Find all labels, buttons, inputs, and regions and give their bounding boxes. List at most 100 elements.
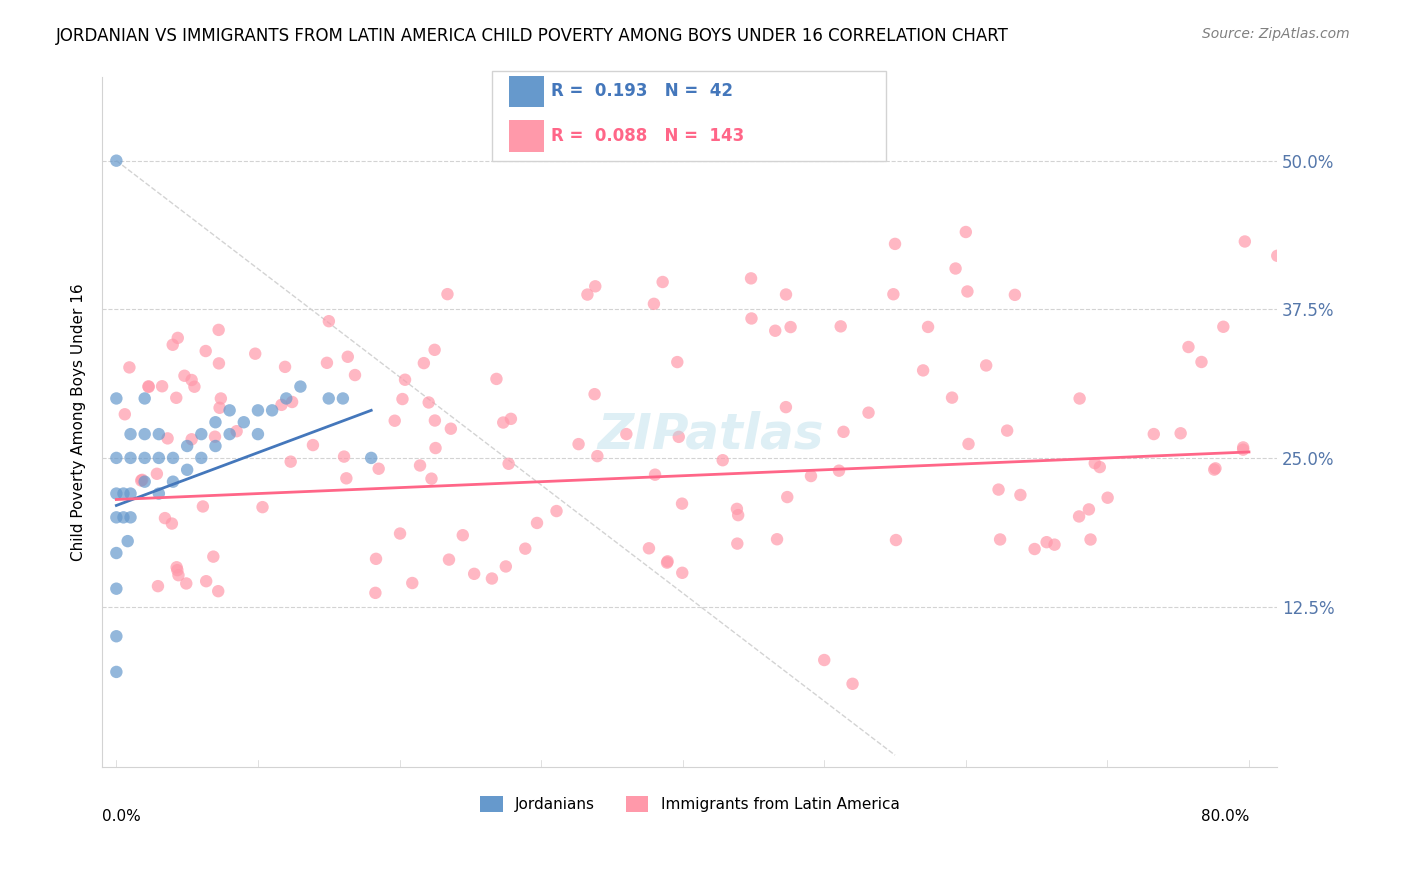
Point bbox=[117, 534, 139, 549]
Point bbox=[725, 536, 748, 550]
Point bbox=[451, 528, 474, 542]
Point bbox=[576, 287, 599, 301]
Point bbox=[176, 463, 198, 477]
Point bbox=[384, 414, 406, 428]
Point bbox=[112, 486, 135, 500]
Text: Source: ZipAtlas.com: Source: ZipAtlas.com bbox=[1202, 27, 1350, 41]
Point bbox=[194, 344, 217, 359]
Point bbox=[153, 511, 176, 525]
Point bbox=[740, 271, 762, 285]
Point bbox=[148, 486, 170, 500]
Point bbox=[138, 379, 160, 393]
Point bbox=[114, 407, 136, 421]
Point bbox=[828, 464, 851, 478]
Point bbox=[1097, 491, 1119, 505]
Point bbox=[1233, 235, 1256, 249]
Point bbox=[1010, 488, 1032, 502]
Point bbox=[120, 510, 142, 524]
Point bbox=[218, 427, 240, 442]
Point bbox=[1004, 288, 1026, 302]
Point bbox=[204, 430, 226, 444]
Point bbox=[105, 392, 128, 406]
Point bbox=[162, 338, 184, 352]
Point bbox=[146, 467, 169, 481]
Point bbox=[423, 413, 446, 427]
Point bbox=[190, 450, 212, 465]
Point bbox=[160, 516, 183, 531]
Point bbox=[120, 450, 142, 465]
Point bbox=[367, 461, 389, 475]
Point bbox=[208, 401, 231, 415]
Point bbox=[423, 343, 446, 357]
Point bbox=[775, 287, 797, 301]
Point bbox=[779, 320, 801, 334]
Point bbox=[485, 372, 508, 386]
Point bbox=[995, 424, 1018, 438]
Point bbox=[148, 450, 170, 465]
Point bbox=[884, 236, 907, 251]
Text: ZIPatlas: ZIPatlas bbox=[598, 410, 824, 458]
Point bbox=[1191, 355, 1213, 369]
Point bbox=[105, 450, 128, 465]
Point bbox=[332, 392, 354, 406]
Point bbox=[763, 324, 786, 338]
Point bbox=[671, 566, 693, 580]
Point bbox=[225, 424, 247, 438]
Point bbox=[766, 533, 789, 547]
Point bbox=[841, 677, 863, 691]
Point bbox=[148, 427, 170, 442]
Point bbox=[955, 225, 977, 239]
Point bbox=[957, 437, 980, 451]
Point bbox=[1143, 427, 1166, 442]
Point bbox=[1024, 541, 1046, 556]
Point bbox=[280, 455, 302, 469]
Point bbox=[290, 379, 312, 393]
Point bbox=[134, 427, 156, 442]
Point bbox=[481, 572, 503, 586]
Point bbox=[150, 379, 173, 393]
Point bbox=[776, 490, 799, 504]
Point bbox=[668, 430, 690, 444]
Point bbox=[134, 475, 156, 489]
Point bbox=[740, 311, 762, 326]
Point bbox=[583, 387, 606, 401]
Point bbox=[440, 422, 463, 436]
Point bbox=[335, 471, 357, 485]
Point bbox=[1088, 460, 1111, 475]
Point bbox=[1069, 392, 1091, 406]
Point bbox=[1035, 535, 1057, 549]
Point bbox=[174, 576, 197, 591]
Point bbox=[437, 552, 460, 566]
Point bbox=[586, 449, 609, 463]
Point bbox=[1265, 249, 1288, 263]
Point bbox=[180, 373, 202, 387]
Point bbox=[499, 412, 522, 426]
Text: R =  0.193   N =  42: R = 0.193 N = 42 bbox=[551, 82, 733, 100]
Point bbox=[830, 319, 852, 334]
Point bbox=[1232, 442, 1254, 457]
Point bbox=[281, 395, 304, 409]
Point bbox=[165, 391, 187, 405]
Point bbox=[614, 427, 637, 442]
Point bbox=[409, 458, 432, 473]
Point bbox=[146, 579, 169, 593]
Point bbox=[105, 582, 128, 596]
Point bbox=[800, 469, 823, 483]
Point bbox=[988, 533, 1011, 547]
Point bbox=[245, 347, 267, 361]
Point bbox=[202, 549, 225, 564]
Point bbox=[941, 391, 963, 405]
Point bbox=[727, 508, 749, 523]
Point bbox=[583, 279, 606, 293]
Point bbox=[418, 395, 440, 409]
Point bbox=[262, 403, 284, 417]
Point bbox=[974, 359, 997, 373]
Point bbox=[1170, 426, 1192, 441]
Point bbox=[120, 427, 142, 442]
Point bbox=[1084, 456, 1107, 470]
Point bbox=[204, 439, 226, 453]
Point bbox=[526, 516, 548, 530]
Point bbox=[813, 653, 835, 667]
Point bbox=[1204, 462, 1226, 476]
Point bbox=[156, 431, 179, 445]
